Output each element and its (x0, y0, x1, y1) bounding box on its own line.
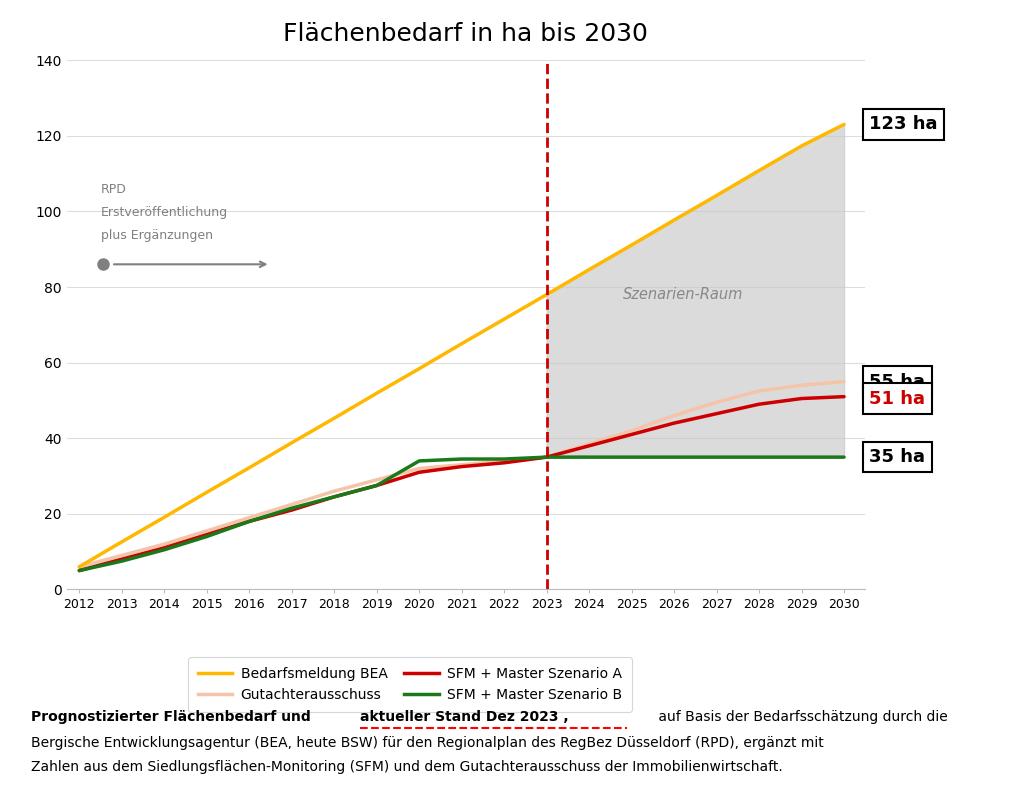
Text: 55 ha: 55 ha (869, 372, 926, 391)
Text: Prognostizierter Flächenbedarf und: Prognostizierter Flächenbedarf und (31, 710, 315, 723)
Text: auf Basis der Bedarfsschätzung durch die: auf Basis der Bedarfsschätzung durch die (654, 710, 948, 723)
Text: aktueller Stand Dez 2023 ,: aktueller Stand Dez 2023 , (360, 710, 569, 723)
Text: RPD: RPD (100, 184, 126, 196)
Text: Bergische Entwicklungsagentur (BEA, heute BSW) für den Regionalplan des RegBez D: Bergische Entwicklungsagentur (BEA, heut… (31, 736, 823, 750)
Legend: Bedarfsmeldung BEA, Gutachterausschuss, SFM + Master Szenario A, SFM + Master Sz: Bedarfsmeldung BEA, Gutachterausschuss, … (187, 658, 632, 711)
Text: plus Ergänzungen: plus Ergänzungen (100, 229, 213, 241)
Text: Zahlen aus dem Siedlungsflächen-Monitoring (SFM) und dem Gutachterausschuss der : Zahlen aus dem Siedlungsflächen-Monitori… (31, 760, 782, 774)
Text: 35 ha: 35 ha (869, 448, 926, 466)
Text: Erstveröffentlichung: Erstveröffentlichung (100, 206, 227, 219)
Text: Szenarien-Raum: Szenarien-Raum (623, 287, 742, 302)
Title: Flächenbedarf in ha bis 2030: Flächenbedarf in ha bis 2030 (284, 22, 648, 46)
Text: 51 ha: 51 ha (869, 390, 926, 407)
Text: 123 ha: 123 ha (869, 115, 938, 133)
